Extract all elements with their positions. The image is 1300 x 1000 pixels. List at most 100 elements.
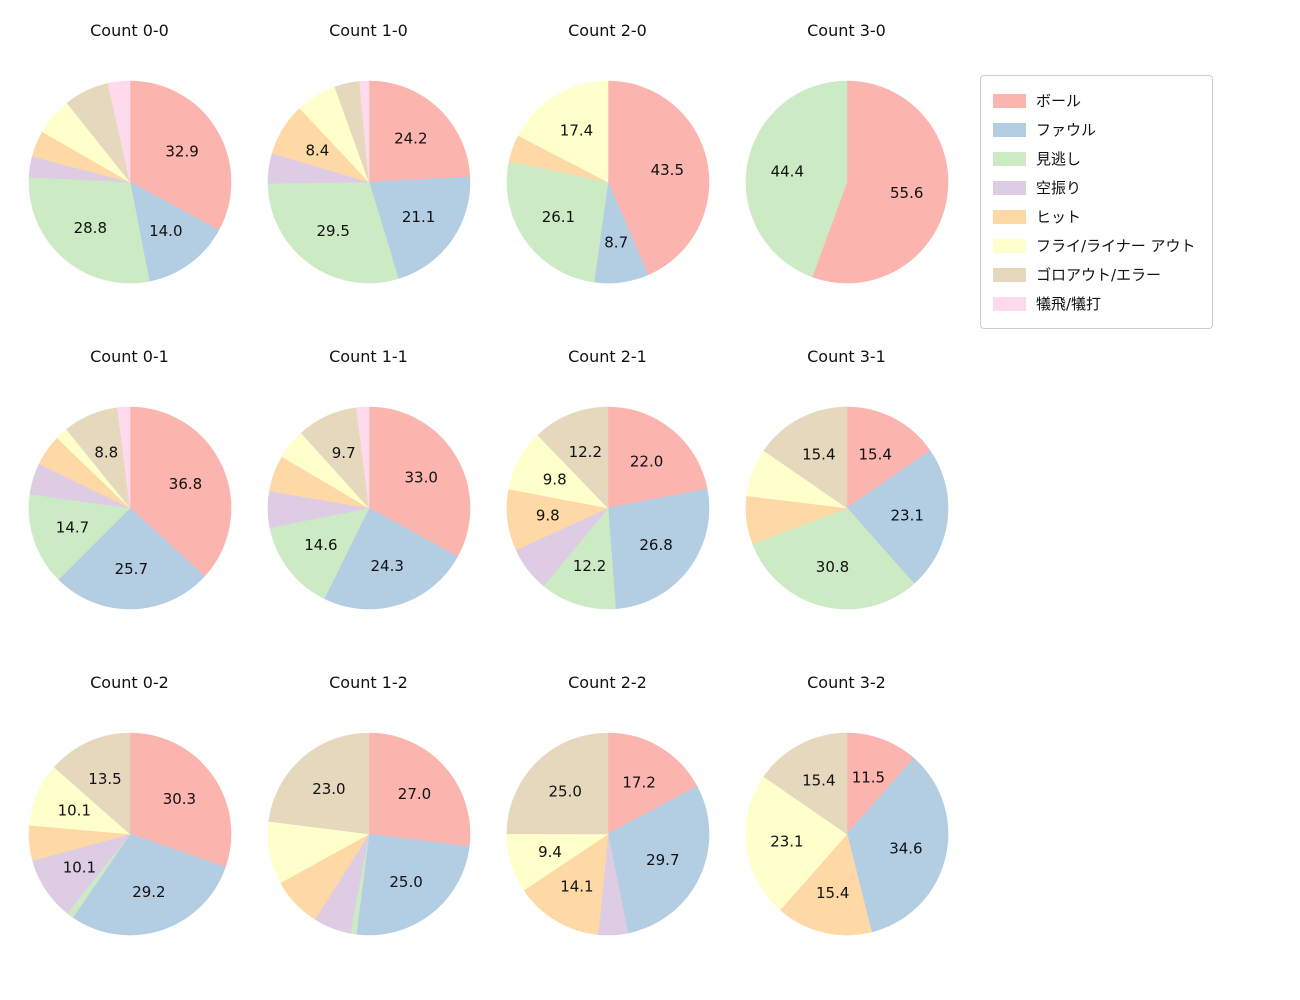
pie-slice: [542, 507, 616, 610]
chart-title: Count 0-1: [90, 347, 169, 366]
slice-label: 14.1: [560, 877, 593, 895]
slice-label: 25.0: [548, 782, 581, 800]
slice-label: 23.1: [890, 507, 923, 525]
pie-slice: [267, 732, 369, 835]
pie-slice: [762, 732, 847, 835]
slice-label: 10.1: [62, 859, 95, 877]
pie-slice: [28, 176, 150, 284]
slice-label: 21.1: [401, 208, 434, 226]
legend-swatch-icon: [993, 151, 1026, 166]
pie-slice: [129, 181, 219, 282]
chart-title: Count 1-2: [329, 673, 408, 692]
pie-chart-cell: Count 2-1 22.0 26.8 12.2 9.8 9.8 12.2: [488, 332, 727, 658]
legend-item: ボール: [993, 86, 1196, 115]
pie-chart-count-0-2: 30.3 29.2 10.1 10.1 13.5: [28, 732, 231, 936]
slice-label: 15.4: [802, 772, 835, 790]
legend-label: ゴロアウト/エラー: [1036, 266, 1162, 284]
legend-swatch-icon: [993, 296, 1026, 311]
slice-label: 8.8: [94, 443, 118, 461]
pie-slice: [811, 80, 948, 284]
slice-label: 9.8: [535, 506, 559, 524]
slice-label: 11.5: [851, 769, 884, 787]
slice-label: 17.2: [622, 773, 655, 791]
legend-label: フライ/ライナー アウト: [1036, 237, 1196, 255]
slice-label: 34.6: [889, 840, 922, 858]
slice-label: 43.5: [650, 161, 683, 179]
slice-label: 8.7: [604, 233, 628, 251]
slice-label: 15.4: [858, 446, 891, 464]
pie-slice: [129, 732, 231, 868]
legend-label: ヒット: [1036, 208, 1082, 226]
pie-chart-cell: Count 3-2 11.5 34.6 15.4 23.1 15.4: [727, 658, 966, 984]
slice-label: 55.6: [889, 184, 922, 202]
slice-label: 23.0: [312, 780, 345, 798]
pie-slice: [323, 507, 458, 610]
legend-item: ヒット: [993, 202, 1196, 231]
pie-slice: [368, 732, 470, 847]
pie-slice: [355, 833, 470, 936]
slice-label: 8.4: [305, 141, 329, 159]
pie-slice: [846, 406, 931, 509]
pie-chart-count-0-0: 32.9 14.0 28.8: [28, 80, 231, 284]
legend-label: 空振り: [1036, 179, 1082, 197]
chart-title: Count 1-0: [329, 21, 408, 40]
slice-label: 36.8: [168, 475, 201, 493]
slice-label: 12.2: [568, 443, 601, 461]
pie-slice: [751, 507, 914, 610]
pie-slice: [506, 732, 608, 835]
legend-label: 犠飛/犠打: [1036, 295, 1102, 313]
pie-slice: [107, 80, 130, 183]
slice-label: 30.3: [162, 790, 195, 808]
slice-label: 33.0: [404, 468, 437, 486]
pie-slice: [57, 507, 205, 610]
slice-label: 26.1: [541, 208, 574, 226]
slice-label: 10.1: [57, 801, 90, 819]
legend: ボール ファウル見逃し空振りヒットフライ/ライナー アウト ゴロアウト/エラー 犠飛/…: [980, 75, 1213, 329]
slice-label: 14.7: [55, 519, 88, 537]
chart-title: Count 0-0: [90, 21, 169, 40]
slice-label: 23.1: [770, 833, 803, 851]
pie-chart-count-3-2: 11.5 34.6 15.4 23.1 15.4: [745, 732, 948, 936]
slice-label: 26.8: [639, 536, 672, 554]
chart-title: Count 0-2: [90, 673, 169, 692]
slice-label: 13.5: [88, 770, 121, 788]
pie-slice: [607, 80, 709, 276]
slice-label: 29.7: [646, 851, 679, 869]
pie-slice: [607, 488, 709, 610]
slice-label: 14.6: [304, 536, 337, 554]
pie-slice: [368, 406, 470, 558]
slice-label: 25.7: [114, 560, 147, 578]
pie-chart-count-2-0: 43.5 8.7 26.1 17.4: [506, 80, 709, 284]
pie-chart-count-2-1: 22.026.812.29.89.812.2: [506, 406, 709, 610]
legend-swatch-icon: [993, 93, 1026, 108]
chart-title: Count 2-0: [568, 21, 647, 40]
legend-item: ファウル: [993, 115, 1196, 144]
chart-title: Count 2-2: [568, 673, 647, 692]
pie-chart-cell: Count 2-0 43.5 8.7 26.1 17.4: [488, 6, 727, 332]
legend-item: 空振り: [993, 173, 1196, 202]
pie-slice: [779, 833, 872, 936]
pie-slice: [267, 181, 399, 284]
pie-chart-cell: Count 1-0 24.2 21.1 29.5 8.4: [249, 6, 488, 332]
legend-swatch-icon: [993, 238, 1026, 253]
pie-slice: [368, 80, 470, 183]
legend-item: ゴロアウト/エラー: [993, 260, 1196, 289]
pie-slice: [28, 493, 131, 580]
slice-label: 22.0: [629, 453, 662, 471]
pie-chart-count-1-1: 33.0 24.3 14.6 9.7: [267, 406, 470, 610]
slice-label: 32.9: [165, 142, 198, 160]
pie-slice: [523, 833, 608, 935]
pie-slice: [517, 80, 608, 183]
pie-slice: [762, 406, 847, 509]
legend-item: 犠飛/犠打: [993, 289, 1196, 318]
pie-chart-count-1-2: 27.0 25.0 23.0: [267, 732, 470, 936]
pie-chart-cell: Count 3-1 15.4 23.1 30.8 15.4: [727, 332, 966, 658]
pie-slice: [368, 176, 470, 280]
pie-slice: [846, 757, 948, 933]
legend-label: 見逃し: [1036, 150, 1082, 168]
pie-slice: [355, 406, 369, 509]
pie-slice: [745, 776, 847, 911]
pie-chart-cell: Count 2-2 17.2 29.7 14.1 9.4 25.0: [488, 658, 727, 984]
slice-label: 25.0: [389, 873, 422, 891]
